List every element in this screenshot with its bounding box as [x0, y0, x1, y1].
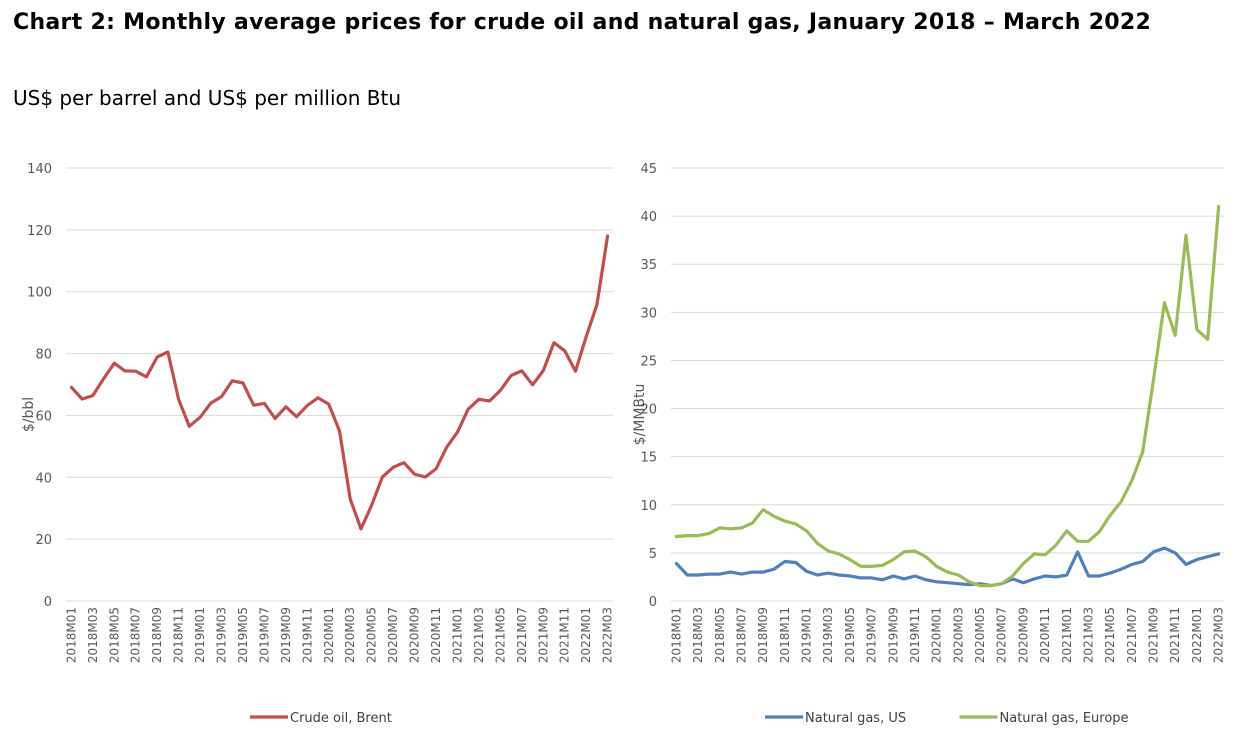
x-tick-label: 2019M01	[800, 607, 814, 663]
x-tick-label: 2018M09	[756, 607, 770, 663]
x-tick-label: 2018M01	[64, 607, 78, 663]
x-tick-label: 2022M01	[579, 607, 593, 663]
x-tick-label: 2019M05	[843, 607, 857, 663]
x-tick-label: 2020M05	[365, 607, 379, 663]
y-tick-label: 20	[640, 403, 657, 418]
y-tick-label: 40	[35, 471, 52, 486]
y-axis-label: $/bbl	[21, 397, 37, 432]
x-tick-label: 2018M09	[150, 607, 164, 663]
x-tick-label: 2020M09	[408, 607, 422, 663]
x-tick-label: 2019M07	[257, 607, 271, 663]
x-tick-label: 2018M07	[129, 607, 143, 663]
x-tick-label: 2022M01	[1190, 607, 1204, 663]
legend-label: Crude oil, Brent	[290, 711, 392, 726]
x-tick-label: 2021M03	[1081, 607, 1095, 663]
x-tick-label: 2020M01	[322, 607, 336, 663]
x-tick-label: 2021M03	[472, 607, 486, 663]
x-tick-label: 2022M03	[601, 607, 615, 663]
x-tick-label: 2021M05	[1103, 607, 1117, 663]
y-tick-label: 30	[640, 306, 657, 321]
x-tick-label: 2018M07	[734, 607, 748, 663]
x-tick-label: 2020M09	[1016, 607, 1030, 663]
y-tick-label: 80	[35, 348, 52, 363]
x-tick-label: 2018M03	[86, 607, 100, 663]
x-tick-label: 2019M03	[821, 607, 835, 663]
series-line-0	[69, 234, 610, 531]
x-tick-label: 2020M05	[973, 607, 987, 663]
x-tick-label: 2019M05	[236, 607, 250, 663]
chart-title: Chart 2: Monthly average prices for crud…	[13, 10, 1152, 35]
y-tick-label: 120	[27, 224, 52, 239]
y-axis-label: $/MMBtu	[632, 384, 648, 446]
x-tick-label: 2018M05	[713, 607, 727, 663]
crude-oil-chart: 0 20 40 60 80 100 120 140 $/bbl 2018M01 2018M03 201…	[21, 162, 615, 726]
x-tick-label: 2021M01	[1060, 607, 1074, 663]
y-tick-label: 35	[640, 258, 657, 273]
x-tick-label: 2018M11	[778, 607, 792, 663]
y-tick-label: 45	[640, 162, 657, 177]
x-tick-label: 2020M03	[951, 607, 965, 663]
x-tick-label: 2021M11	[558, 607, 572, 663]
x-tick-label: 2021M09	[536, 607, 550, 663]
x-tick-label: 2021M05	[493, 607, 507, 663]
x-tick-label: 2020M07	[995, 607, 1009, 663]
y-tick-label: 0	[44, 595, 52, 610]
x-tick-label: 2021M11	[1168, 607, 1182, 663]
x-tick-label: 2020M07	[386, 607, 400, 663]
y-tick-label: 40	[640, 210, 657, 225]
legend-label: Natural gas, US	[805, 711, 906, 726]
x-tick-label: 2019M09	[886, 607, 900, 663]
x-tick-label: 2020M11	[1038, 607, 1052, 663]
series-line-1	[674, 204, 1221, 588]
x-tick-label: 2021M01	[450, 607, 464, 663]
x-tick-label: 2019M03	[215, 607, 229, 663]
x-tick-label: 2019M09	[279, 607, 293, 663]
legend-label: Natural gas, Europe	[1000, 711, 1129, 726]
chart-subtitle: US$ per barrel and US$ per million Btu	[13, 86, 402, 110]
x-tick-label: 2022M03	[1212, 607, 1226, 663]
x-tick-label: 2019M07	[865, 607, 879, 663]
x-tick-label: 2020M11	[429, 607, 443, 663]
y-tick-label: 15	[640, 451, 657, 466]
x-tick-label: 2018M01	[669, 607, 683, 663]
y-tick-label: 0	[649, 595, 657, 610]
series-line-0	[674, 546, 1221, 588]
x-tick-label: 2018M05	[107, 607, 121, 663]
y-tick-label: 20	[35, 533, 52, 548]
x-tick-label: 2018M11	[172, 607, 186, 663]
y-tick-label: 5	[649, 547, 657, 562]
x-tick-label: 2021M07	[1125, 607, 1139, 663]
x-tick-label: 2021M09	[1147, 607, 1161, 663]
x-tick-label: 2019M01	[193, 607, 207, 663]
x-tick-label: 2018M03	[691, 607, 705, 663]
x-tick-label: 2019M11	[908, 607, 922, 663]
y-tick-label: 25	[640, 354, 657, 369]
x-tick-label: 2021M07	[515, 607, 529, 663]
natural-gas-chart: 0 5 10 15 20 25 30 35 40 45 $/MMBtu 2018M01 2018M03 2…	[632, 162, 1226, 726]
y-tick-label: 60	[35, 409, 52, 424]
y-tick-label: 10	[640, 499, 657, 514]
x-tick-label: 2020M03	[343, 607, 357, 663]
y-tick-label: 100	[27, 286, 52, 301]
x-tick-label: 2020M01	[930, 607, 944, 663]
y-tick-label: 140	[27, 162, 52, 177]
x-tick-label: 2019M11	[300, 607, 314, 663]
